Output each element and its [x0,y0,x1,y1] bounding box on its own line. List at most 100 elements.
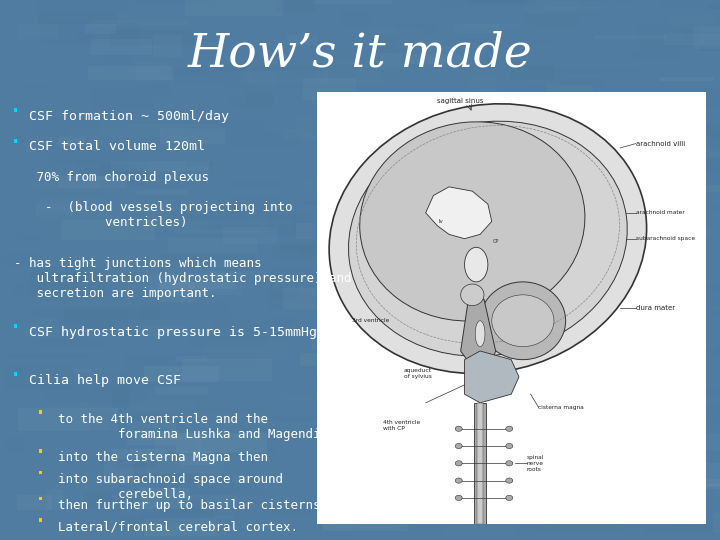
Bar [610,210,654,227]
Bar [629,51,678,59]
Bar [110,163,149,168]
Bar [663,446,690,450]
Bar [62,400,161,408]
Bar [521,311,584,330]
Bar [198,51,220,61]
Bar [325,440,347,442]
Bar [364,145,396,165]
Bar [517,200,592,224]
Bar [365,28,422,34]
Ellipse shape [455,461,462,466]
Bar [647,119,693,128]
Bar [241,71,328,83]
Bar [537,489,602,495]
Bar [507,410,598,430]
Bar [595,444,670,465]
Bar [273,167,292,190]
Bar [278,423,346,434]
Text: How’s it made: How’s it made [188,31,532,76]
Bar [137,418,163,436]
Bar [329,313,376,327]
Bar [122,367,164,387]
Bar [598,495,689,512]
Bar [595,35,667,39]
Bar [482,294,557,304]
Bar [541,364,621,382]
Bar [168,238,257,253]
Bar [613,448,644,456]
Bar [215,388,243,410]
Bar [158,89,192,101]
Bar [302,78,356,100]
Text: arachnoid villi: arachnoid villi [636,140,685,147]
Bar [125,0,210,2]
Bar [646,505,672,524]
Bar [716,487,720,497]
Bar [294,208,349,215]
Bar [484,329,570,349]
Bar [16,257,66,262]
Bar [58,176,127,188]
Bar [358,229,455,251]
Bar [37,27,96,42]
Bar [246,92,274,107]
Bar [603,466,675,483]
Bar [600,431,662,445]
Bar [328,424,392,431]
Bar [119,388,207,403]
Bar [174,230,262,233]
Bar [511,66,555,80]
Bar [371,398,400,402]
Bar [13,284,57,295]
Bar [64,309,161,320]
Bar [448,193,474,211]
Bar [670,16,714,29]
Bar [412,271,455,285]
Bar [471,0,510,16]
Bar [185,121,264,134]
Bar [28,183,99,187]
Text: lv: lv [439,219,444,224]
Bar [599,88,639,105]
Bar [213,320,293,340]
Bar [525,15,580,28]
Bar [525,85,613,109]
Bar [557,372,588,394]
Bar [396,359,429,362]
Bar [14,109,17,112]
Bar [670,474,720,478]
Bar [711,287,720,293]
Bar [642,392,713,416]
Bar [486,66,515,86]
Text: then further up to basilar cisterns: then further up to basilar cisterns [58,499,320,512]
Bar [133,213,204,237]
Bar [224,433,321,438]
Bar [556,361,631,372]
Bar [300,420,336,437]
Bar [493,384,539,398]
Bar [460,535,499,539]
Bar [428,455,469,461]
Bar [298,437,392,444]
Bar [562,287,589,292]
Bar [439,0,538,7]
Bar [379,53,402,69]
Bar [307,35,325,53]
Bar [629,151,646,165]
Bar [684,126,710,136]
Bar [235,369,282,375]
Bar [318,313,356,316]
Bar [187,450,210,467]
Bar [18,24,59,39]
Bar [186,65,276,72]
Bar [593,238,615,249]
Text: 3rd ventricle: 3rd ventricle [352,318,390,323]
Bar [197,440,240,453]
Bar [73,369,91,373]
Bar [670,470,694,486]
Bar [567,195,666,199]
Bar [302,0,397,18]
Bar [708,309,720,318]
Bar [695,389,720,397]
Ellipse shape [464,247,488,282]
